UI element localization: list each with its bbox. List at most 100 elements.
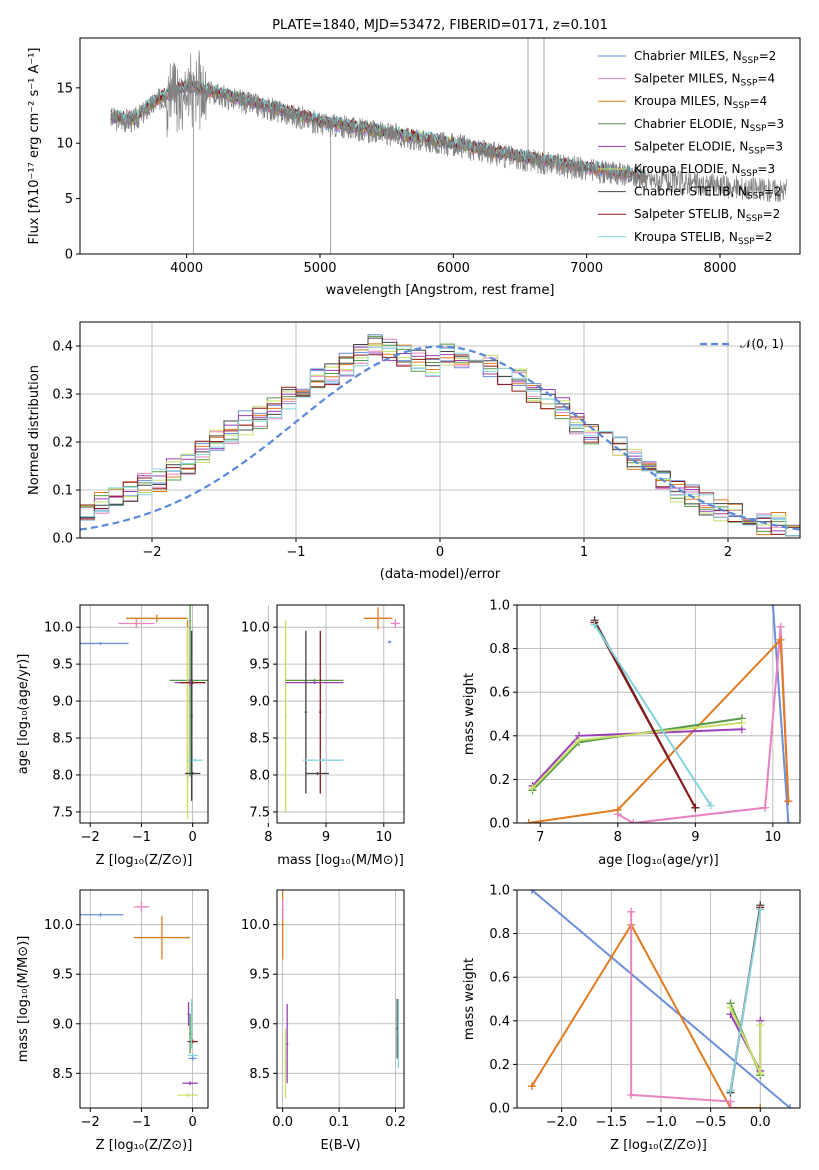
point-marker	[706, 801, 715, 810]
x-tick-label: 0	[436, 545, 444, 560]
x-tick-label: −1.5	[596, 1115, 628, 1130]
point-marker	[527, 890, 536, 894]
y-tick-label: 10.0	[44, 621, 73, 636]
y-tick-label: 0.6	[489, 686, 510, 701]
legend-entry: Kroupa ELODIE, NSSP=3	[634, 162, 775, 179]
y-tick-label: 1.0	[489, 884, 510, 899]
age-vs-mass-plot-area	[284, 607, 400, 812]
y-tick-label: 9.0	[52, 695, 73, 710]
weight-line-kroupa-stelib	[593, 624, 712, 807]
y-tick-label: 0.2	[489, 773, 510, 788]
weight-vs-age-plot-area	[524, 605, 793, 823]
x-tick-label: 6000	[437, 261, 470, 276]
legend-value: =3	[757, 162, 775, 176]
axes-frame	[79, 889, 209, 1109]
x-tick-label: 8	[264, 830, 272, 845]
x-tick-label: 0	[188, 830, 196, 845]
x-tick-label: 8	[614, 830, 622, 845]
y-tick-label: 9.5	[249, 968, 270, 983]
y-tick-label: 0.3	[52, 388, 73, 403]
y-tick-label: 0.0	[489, 1102, 510, 1117]
y-tick-label: 8.5	[52, 732, 73, 747]
x-tick-label: 0.2	[385, 1115, 406, 1130]
weight-line-salpeter-stelib	[593, 621, 697, 809]
point-marker	[768, 605, 777, 609]
histogram-panel	[76, 321, 801, 542]
x-tick-label: 0.0	[272, 1115, 293, 1130]
x-tick-label: −1	[132, 1115, 151, 1130]
point-marker	[786, 1104, 795, 1108]
y-tick-label: 0.0	[489, 817, 510, 832]
y-tick-label: 0	[65, 248, 73, 263]
age-vs-z-panel	[76, 604, 209, 827]
y-tick-label: 9.0	[52, 1017, 73, 1032]
x-tick-label: −2	[142, 545, 161, 560]
legend-entry: Chabrier STELIB, NSSP=2	[634, 185, 782, 202]
point-marker	[691, 803, 700, 812]
legend-sub: SSP	[738, 237, 755, 247]
weight-vs-z-panel	[513, 889, 801, 1112]
y-tick-label: 9.5	[52, 968, 73, 983]
y-tick-label: 0.0	[52, 532, 73, 547]
x-axis-label: mass [log₁₀(M/M⊙)]	[277, 853, 404, 868]
point-marker	[761, 803, 770, 812]
y-axis-label: mass weight	[462, 958, 477, 1040]
point-marker	[726, 1003, 735, 1012]
point-marker	[528, 784, 537, 793]
legend-entry: Chabrier MILES, NSSP=2	[634, 49, 776, 66]
x-tick-label: 0.1	[329, 1115, 350, 1130]
y-tick-label: 0.8	[489, 927, 510, 942]
x-axis-label: age [log₁₀(age/yr)]	[598, 853, 719, 868]
x-tick-label: 10	[765, 830, 782, 845]
x-tick-label: 1	[580, 545, 588, 560]
legend-value: =4	[757, 72, 775, 86]
axes-frame	[79, 604, 209, 824]
legend-value: =3	[765, 139, 783, 153]
hist-step-kroupa-stelib	[80, 345, 800, 537]
x-tick-label: 8000	[703, 261, 736, 276]
legend-value: =2	[759, 49, 777, 63]
y-axis-label: Normed distribution	[27, 365, 42, 495]
point-marker	[627, 1090, 636, 1099]
y-tick-label: 7.5	[249, 805, 270, 820]
weight-line-chabrier-miles	[531, 890, 791, 1108]
histogram-plot-area	[80, 334, 800, 537]
x-tick-label: 4000	[170, 261, 203, 276]
legend-entry: Salpeter STELIB, NSSP=2	[634, 207, 780, 224]
point-marker	[575, 736, 584, 745]
y-tick-label: 0.2	[52, 436, 73, 451]
point-marker	[613, 805, 622, 814]
point-marker	[527, 1082, 536, 1091]
point-marker	[627, 907, 636, 916]
point-marker	[776, 635, 785, 644]
spectrum-plot-area	[110, 38, 788, 254]
x-axis-label: E(B-V)	[320, 1138, 360, 1153]
x-tick-label: −2.0	[546, 1115, 578, 1130]
legend-sub: SSP	[733, 101, 750, 111]
legend-value: =2	[755, 230, 773, 244]
point-marker	[784, 797, 793, 806]
y-tick-label: 10	[56, 137, 73, 152]
legend-value: =3	[766, 117, 784, 131]
point-marker	[590, 620, 599, 629]
axes-frame	[516, 889, 801, 1109]
age-vs-z-plot-area	[80, 605, 208, 820]
legend-sub: SSP	[746, 214, 763, 224]
weight-line-chabrier-miles	[771, 605, 790, 823]
x-tick-label: −2	[81, 1115, 100, 1130]
legend-value: =2	[763, 207, 781, 221]
x-tick-label: 0.0	[750, 1115, 771, 1130]
x-axis-label: Z [log₁₀(Z/Z⊙)]	[96, 1138, 193, 1153]
legend-sub: SSP	[748, 146, 765, 156]
y-tick-label: 7.5	[52, 805, 73, 820]
x-tick-label: 7	[536, 830, 544, 845]
x-tick-label: −0.5	[695, 1115, 727, 1130]
y-tick-label: 0.2	[489, 1058, 510, 1073]
y-tick-label: 8.5	[52, 1067, 73, 1082]
chart-title: PLATE=1840, MJD=53472, FIBERID=0171, z=0…	[272, 18, 608, 33]
y-tick-label: 10.0	[241, 621, 270, 636]
point-marker	[524, 819, 533, 823]
mass-vs-ebv-panel	[273, 889, 405, 1112]
x-tick-label: 7000	[570, 261, 603, 276]
